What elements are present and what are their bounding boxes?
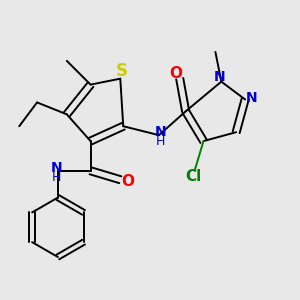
Text: N: N [214, 70, 226, 84]
Text: O: O [170, 66, 183, 81]
Text: N: N [154, 125, 166, 139]
Text: H: H [156, 135, 165, 148]
Text: N: N [246, 91, 257, 105]
Text: H: H [52, 171, 61, 184]
Text: Cl: Cl [185, 169, 201, 184]
Text: S: S [116, 62, 128, 80]
Text: N: N [51, 161, 62, 176]
Text: O: O [121, 174, 134, 189]
